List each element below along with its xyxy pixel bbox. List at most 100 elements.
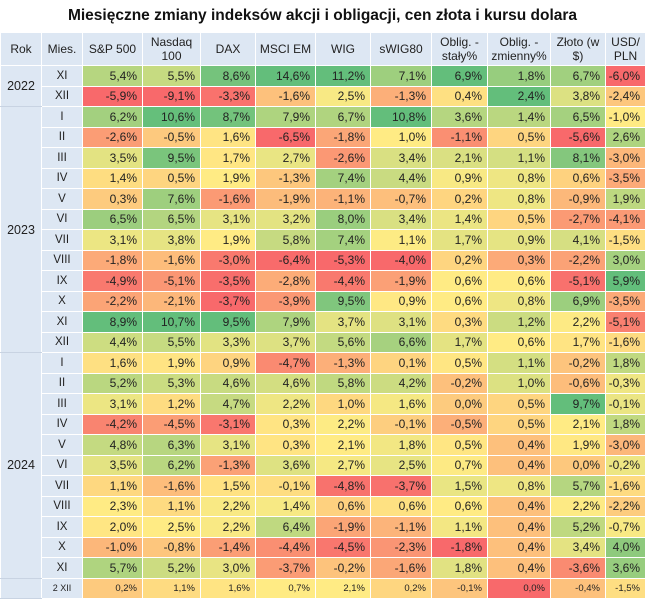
value-cell-wig: 6,7%	[316, 107, 371, 128]
value-cell-wig: -4,8%	[316, 476, 371, 497]
table-row: XII-5,9%-9,1%-3,3%-1,6%2,5%-1,3%0,4%2,4%…	[1, 86, 645, 107]
value-cell-oblig_staly: 0,2%	[432, 250, 488, 271]
value-cell-usdpln: 3,0%	[606, 250, 645, 271]
value-cell-zloto: -0,4%	[551, 578, 606, 599]
value-cell-zloto: -0,6%	[551, 373, 606, 394]
value-cell-sp500: -2,2%	[83, 291, 143, 312]
value-cell-sp500: 5,2%	[83, 373, 143, 394]
value-cell-oblig_zmienny: 0,4%	[488, 537, 551, 558]
value-cell-oblig_staly: 6,9%	[432, 66, 488, 87]
value-cell-swig80: -2,3%	[371, 537, 432, 558]
value-cell-dax: -3,7%	[201, 291, 256, 312]
value-cell-msciem: 0,7%	[256, 578, 316, 599]
value-cell-nasdaq: -5,1%	[143, 271, 201, 292]
year-cell: 2024	[1, 353, 42, 579]
value-cell-nasdaq: 5,3%	[143, 373, 201, 394]
value-cell-oblig_zmienny: 0,4%	[488, 517, 551, 538]
value-cell-swig80: 1,0%	[371, 127, 432, 148]
header-cell-year: Rok	[1, 33, 42, 66]
value-cell-sp500: -1,8%	[83, 250, 143, 271]
table-row: II-2,6%-0,5%1,6%-6,5%-1,8%1,0%-1,1%0,5%-…	[1, 127, 645, 148]
table-row: IX-4,9%-5,1%-3,5%-2,8%-4,4%-1,9%0,6%0,6%…	[1, 271, 645, 292]
value-cell-oblig_zmienny: 0,4%	[488, 558, 551, 579]
value-cell-wig: -5,3%	[316, 250, 371, 271]
month-cell: II	[42, 373, 83, 394]
value-cell-zloto: 6,5%	[551, 107, 606, 128]
value-cell-sp500: 0,3%	[83, 189, 143, 210]
value-cell-oblig_staly: 0,6%	[432, 291, 488, 312]
month-cell: III	[42, 394, 83, 415]
value-cell-swig80: 7,1%	[371, 66, 432, 87]
value-cell-usdpln: -3,0%	[606, 148, 645, 169]
value-cell-dax: 8,7%	[201, 107, 256, 128]
month-cell: V	[42, 189, 83, 210]
value-cell-nasdaq: -0,8%	[143, 537, 201, 558]
value-cell-usdpln: -4,1%	[606, 209, 645, 230]
value-cell-wig: 2,7%	[316, 455, 371, 476]
value-cell-nasdaq: 0,5%	[143, 168, 201, 189]
value-cell-dax: 3,0%	[201, 558, 256, 579]
value-cell-swig80: 4,4%	[371, 168, 432, 189]
month-cell: XII	[42, 332, 83, 353]
value-cell-swig80: 0,6%	[371, 496, 432, 517]
value-cell-dax: 1,5%	[201, 476, 256, 497]
value-cell-nasdaq: -4,5%	[143, 414, 201, 435]
header-cell-usdpln: USD/ PLN	[606, 33, 645, 66]
value-cell-oblig_staly: 0,9%	[432, 168, 488, 189]
value-cell-swig80: 3,4%	[371, 209, 432, 230]
value-cell-msciem: -4,7%	[256, 353, 316, 374]
value-cell-msciem: -6,5%	[256, 127, 316, 148]
value-cell-sp500: 0,2%	[83, 578, 143, 599]
value-cell-oblig_zmienny: 1,1%	[488, 148, 551, 169]
month-cell: I	[42, 353, 83, 374]
value-cell-swig80: -1,6%	[371, 558, 432, 579]
value-cell-dax: 3,1%	[201, 435, 256, 456]
value-cell-oblig_staly: 0,2%	[432, 189, 488, 210]
value-cell-sp500: 1,6%	[83, 353, 143, 374]
value-cell-oblig_zmienny: 0,8%	[488, 291, 551, 312]
value-cell-wig: 2,1%	[316, 578, 371, 599]
value-cell-msciem: 3,7%	[256, 332, 316, 353]
table-row: X-1,0%-0,8%-1,4%-4,4%-4,5%-2,3%-1,8%0,4%…	[1, 537, 645, 558]
value-cell-msciem: -3,7%	[256, 558, 316, 579]
value-cell-oblig_staly: 1,8%	[432, 558, 488, 579]
value-cell-oblig_zmienny: 2,4%	[488, 86, 551, 107]
value-cell-nasdaq: 6,3%	[143, 435, 201, 456]
value-cell-msciem: 2,2%	[256, 394, 316, 415]
value-cell-oblig_zmienny: 0,4%	[488, 435, 551, 456]
value-cell-oblig_zmienny: 0,4%	[488, 455, 551, 476]
value-cell-oblig_zmienny: 0,5%	[488, 394, 551, 415]
value-cell-oblig_zmienny: 1,2%	[488, 312, 551, 333]
value-cell-usdpln: -2,2%	[606, 496, 645, 517]
value-cell-zloto: -2,2%	[551, 250, 606, 271]
value-cell-dax: -1,4%	[201, 537, 256, 558]
value-cell-msciem: 1,4%	[256, 496, 316, 517]
value-cell-nasdaq: 3,8%	[143, 230, 201, 251]
value-cell-oblig_zmienny: 0,9%	[488, 230, 551, 251]
value-cell-wig: -1,8%	[316, 127, 371, 148]
value-cell-usdpln: 2,6%	[606, 127, 645, 148]
value-cell-usdpln: -0,7%	[606, 517, 645, 538]
value-cell-sp500: -2,6%	[83, 127, 143, 148]
value-cell-sp500: -4,2%	[83, 414, 143, 435]
value-cell-swig80: -0,1%	[371, 414, 432, 435]
value-cell-sp500: 6,5%	[83, 209, 143, 230]
value-cell-oblig_zmienny: 1,8%	[488, 66, 551, 87]
value-cell-nasdaq: 5,5%	[143, 66, 201, 87]
month-cell: XI	[42, 558, 83, 579]
value-cell-msciem: 14,6%	[256, 66, 316, 87]
month-cell: V	[42, 435, 83, 456]
value-cell-oblig_zmienny: 1,1%	[488, 353, 551, 374]
value-cell-oblig_staly: 0,3%	[432, 312, 488, 333]
value-cell-zloto: -2,7%	[551, 209, 606, 230]
value-cell-swig80: 1,1%	[371, 230, 432, 251]
value-cell-oblig_staly: 2,1%	[432, 148, 488, 169]
value-cell-msciem: -6,4%	[256, 250, 316, 271]
value-cell-oblig_zmienny: 0,5%	[488, 209, 551, 230]
